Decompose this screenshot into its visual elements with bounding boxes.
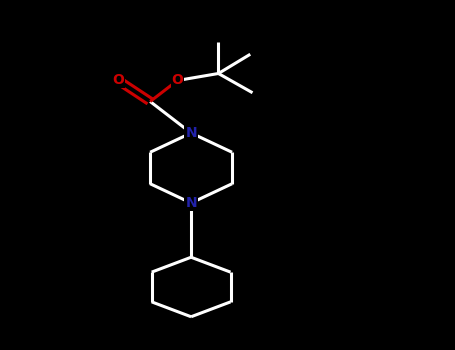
Text: O: O [112, 74, 124, 88]
Text: N: N [185, 196, 197, 210]
Text: O: O [172, 74, 183, 88]
Text: N: N [185, 126, 197, 140]
